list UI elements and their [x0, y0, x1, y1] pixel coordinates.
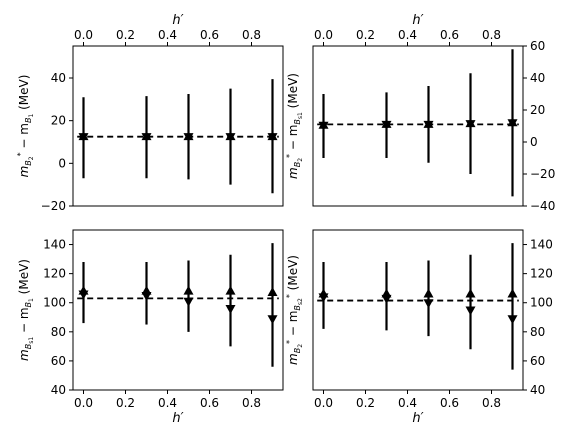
axes-frame	[312, 45, 524, 207]
triangle-down-marker	[381, 294, 392, 304]
triangle-down-marker	[78, 290, 89, 300]
x-tick-label: 0.8	[482, 396, 501, 410]
x-tick-label: 0.4	[158, 396, 177, 410]
triangle-up-marker	[267, 287, 278, 297]
panel-1: 0.0 0.2 0.4 0.6 0.8 h′ −20 0 20 40 mB2* − mB1 (MeV…	[16, 13, 284, 213]
y-tick-label: −20	[530, 167, 555, 181]
x-tick-label: 0.0	[74, 28, 93, 42]
triangle-down-marker	[381, 120, 392, 130]
y-tick-label: 120	[43, 267, 66, 281]
triangle-down-marker	[507, 119, 518, 129]
y-tick-label: 60	[51, 354, 66, 368]
x-tick-label: 0.6	[440, 28, 459, 42]
y-tick-label: 40	[530, 383, 545, 397]
y-tick-label: 40	[530, 71, 545, 85]
axes-frame	[312, 229, 524, 391]
panel-4: 0.0 0.2 0.4 0.6 0.8 h′ 40 60 80 100 120 140 mB2* − m…	[285, 229, 553, 426]
triangle-down-marker	[183, 133, 194, 143]
y-axis-label: mBs1 − mB1 (MeV)	[17, 259, 35, 361]
x-tick-label: 0.2	[116, 28, 135, 42]
y-tick-label: 20	[51, 114, 66, 128]
y-tick-label: 40	[51, 383, 66, 397]
x-tick-label: 0.8	[482, 28, 501, 42]
triangle-up-marker	[423, 288, 434, 298]
x-tick-label: 0.0	[314, 396, 333, 410]
triangle-up-marker	[507, 288, 518, 298]
y-tick-label: 140	[43, 238, 66, 252]
y-tick-label: 100	[43, 296, 66, 310]
triangle-down-marker	[141, 133, 152, 143]
triangle-up-marker	[183, 285, 194, 295]
triangle-down-marker	[267, 133, 278, 143]
x-tick-label: 0.2	[116, 396, 135, 410]
x-tick-label: 0.2	[356, 396, 375, 410]
triangle-down-marker	[423, 120, 434, 130]
y-axis-label: mB2* − mBs2* (MeV)	[285, 255, 304, 365]
triangle-down-marker	[423, 299, 434, 309]
x-tick-label: 0.4	[398, 396, 417, 410]
y-tick-label: 120	[530, 267, 553, 281]
triangle-down-marker	[78, 133, 89, 143]
y-tick-label: 20	[530, 103, 545, 117]
triangle-down-marker	[507, 315, 518, 325]
y-tick-label: −20	[41, 199, 66, 213]
axes-frame	[72, 45, 284, 207]
x-tick-label: 0.0	[314, 28, 333, 42]
y-tick-label: 80	[51, 325, 66, 339]
y-tick-label: 140	[530, 238, 553, 252]
y-tick-label: −40	[530, 199, 555, 213]
x-tick-label: 0.4	[398, 28, 417, 42]
x-tick-label: 0.2	[356, 28, 375, 42]
triangle-down-marker	[225, 305, 236, 315]
y-tick-label: 40	[51, 71, 66, 85]
triangle-down-marker	[318, 293, 329, 303]
x-tick-label: 0.6	[440, 396, 459, 410]
axes-frame	[72, 229, 284, 391]
y-axis-label: mB2* − mBs1 (MeV)	[285, 73, 304, 179]
x-tick-label: 0.8	[242, 28, 261, 42]
triangle-down-marker	[465, 306, 476, 316]
x-axis-label: h′	[412, 13, 423, 28]
x-tick-label: 0.6	[200, 28, 219, 42]
triangle-up-marker	[225, 285, 236, 295]
panel-3: 0.0 0.2 0.4 0.6 0.8 h′ 40 60 80 100 120 140 mBs1 − m…	[17, 229, 284, 426]
y-axis-label: mB2* − mB1 (MeV)	[16, 75, 35, 178]
panel-2: 0.0 0.2 0.4 0.6 0.8 h′ −40 −20 0 20 40 60 mB2* − mBs…	[285, 13, 555, 213]
y-tick-label: 60	[530, 39, 545, 53]
y-tick-label: 80	[530, 325, 545, 339]
triangle-down-marker	[183, 297, 194, 307]
y-tick-label: 0	[58, 156, 66, 170]
triangle-down-marker	[465, 120, 476, 130]
y-tick-label: 100	[530, 296, 553, 310]
x-axis-label: h′	[172, 411, 183, 426]
x-tick-label: 0.6	[200, 396, 219, 410]
triangle-down-marker	[267, 315, 278, 325]
y-tick-label: 60	[530, 354, 545, 368]
x-tick-label: 0.8	[242, 396, 261, 410]
x-axis-label: h′	[412, 411, 423, 426]
x-tick-label: 0.0	[74, 396, 93, 410]
triangle-down-marker	[318, 121, 329, 131]
x-tick-label: 0.4	[158, 28, 177, 42]
triangle-down-marker	[225, 133, 236, 143]
triangle-down-marker	[141, 291, 152, 301]
x-axis-label: h′	[172, 13, 183, 28]
triangle-up-marker	[465, 288, 476, 298]
y-tick-label: 0	[530, 135, 538, 149]
